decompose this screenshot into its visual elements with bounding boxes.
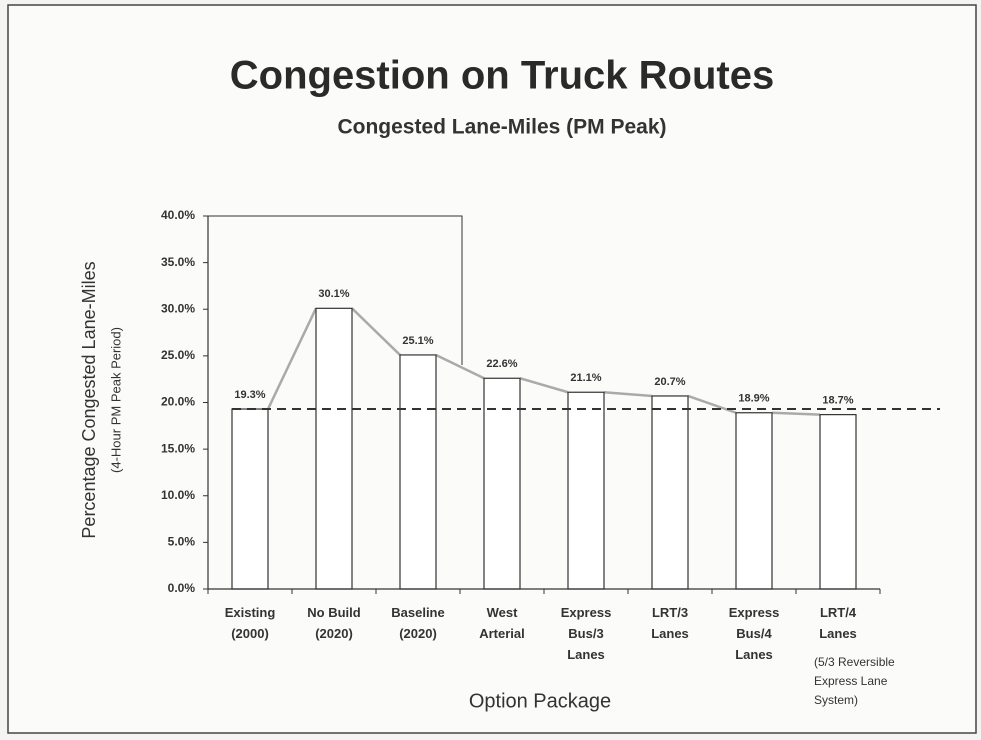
y-tick-label: 0.0% — [168, 581, 196, 595]
plot-frame — [208, 215, 463, 365]
y-axis-subtitle: (4-Hour PM Peak Period) — [108, 327, 123, 473]
x-tick-label: Baseline (2020) — [391, 605, 444, 641]
y-tick-label: 10.0% — [161, 488, 195, 502]
value-label: 18.9% — [738, 393, 769, 405]
bar — [567, 391, 605, 590]
x-tick-label: No Build (2020) — [307, 605, 360, 641]
y-axis-title: Percentage Congested Lane-Miles — [79, 261, 99, 538]
x-tick-label: LRT/3 Lanes — [651, 605, 689, 641]
y-tick-label: 35.0% — [161, 255, 195, 269]
x-tick-label: LRT/4 Lanes — [819, 605, 857, 641]
x-tick-label: Express Bus/4 Lanes — [729, 605, 780, 662]
trend-segment — [771, 411, 821, 416]
chart-title: Congestion on Truck Routes — [230, 54, 774, 98]
trend-segment — [435, 353, 485, 380]
trend-segment — [603, 390, 653, 398]
trend-segment — [351, 307, 401, 356]
trend-segment — [519, 377, 569, 394]
value-label: 22.6% — [486, 358, 517, 370]
bar — [315, 307, 353, 590]
y-tick-label: 15.0% — [161, 441, 195, 455]
category-note: (5/3 Reversible Express Lane System) — [814, 655, 895, 707]
bar — [819, 414, 857, 590]
x-tick-label: Existing (2000) — [225, 605, 276, 641]
x-axis-title: Option Package — [469, 690, 611, 712]
value-label: 20.7% — [654, 376, 685, 388]
bar — [231, 408, 269, 590]
value-label: 19.3% — [234, 389, 265, 401]
value-label: 25.1% — [402, 335, 433, 347]
value-label: 21.1% — [570, 372, 601, 384]
y-tick-label: 25.0% — [161, 348, 195, 362]
x-tick-label: Express Bus/3 Lanes — [561, 605, 612, 662]
trend-segment — [266, 307, 318, 410]
x-tick-label: West Arterial — [479, 605, 525, 641]
y-tick-label: 20.0% — [161, 395, 195, 409]
value-label: 18.7% — [822, 395, 853, 407]
y-tick-label: 40.0% — [161, 208, 195, 222]
bar — [735, 412, 773, 590]
frame — [7, 4, 977, 734]
bar — [651, 395, 689, 590]
chart-subtitle: Congested Lane-Miles (PM Peak) — [337, 116, 666, 139]
y-tick-label: 5.0% — [168, 535, 196, 549]
bar — [399, 354, 437, 590]
value-label: 30.1% — [318, 288, 349, 300]
y-tick-label: 30.0% — [161, 301, 195, 315]
